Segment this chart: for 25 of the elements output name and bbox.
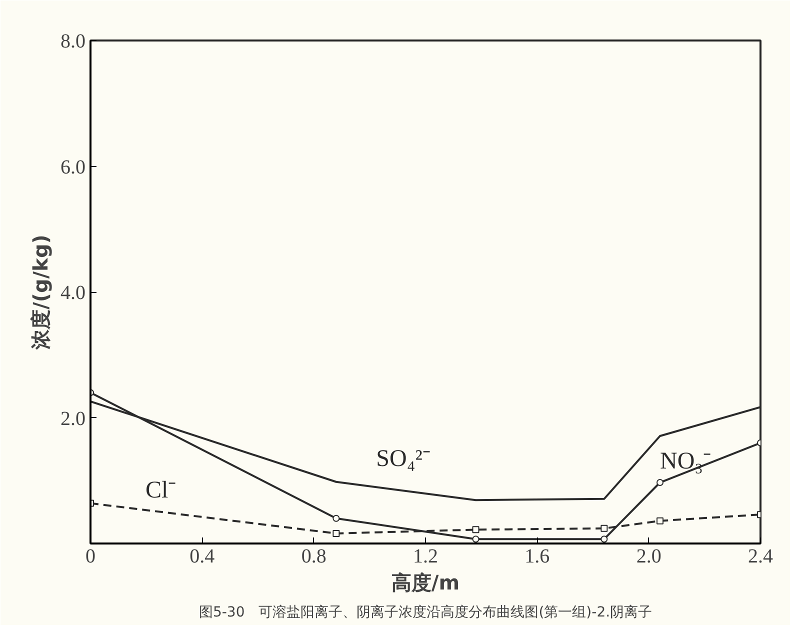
x-tick-label: 2.0: [636, 546, 662, 568]
x-tick-label: 2.4: [748, 546, 773, 568]
y-tick-label: 8.0: [60, 30, 86, 52]
series-label: NO₃⁻: [660, 448, 712, 475]
point: [656, 479, 664, 486]
series-label: Cl⁻: [146, 477, 176, 504]
x-tick-label: 0: [86, 546, 96, 568]
x-tick-label: 0.8: [301, 546, 326, 568]
x-tick-label: 0.4: [190, 546, 215, 568]
y-axis-title: 浓度/(g/kg): [28, 234, 52, 350]
point: [656, 517, 664, 524]
y-tick-label: 2.0: [60, 408, 86, 430]
point: [332, 514, 340, 522]
point: [472, 526, 480, 534]
y-tick-label: 6.0: [60, 156, 86, 178]
y-tick-label: 4.0: [60, 282, 86, 304]
point: [600, 524, 608, 532]
point: [332, 530, 340, 537]
point: [472, 536, 480, 543]
caption: 图5-30 可溶盐阳离子、阴离子浓度沿高度分布曲线图(第一组)-2.阴离子: [198, 604, 652, 620]
x-tick-label: 1.6: [524, 546, 550, 568]
point: [600, 536, 608, 543]
x-tick-label: 1.2: [413, 546, 438, 568]
series-label: SO₄²⁻: [376, 446, 430, 472]
x-axis-title: 高度/m: [391, 570, 460, 594]
